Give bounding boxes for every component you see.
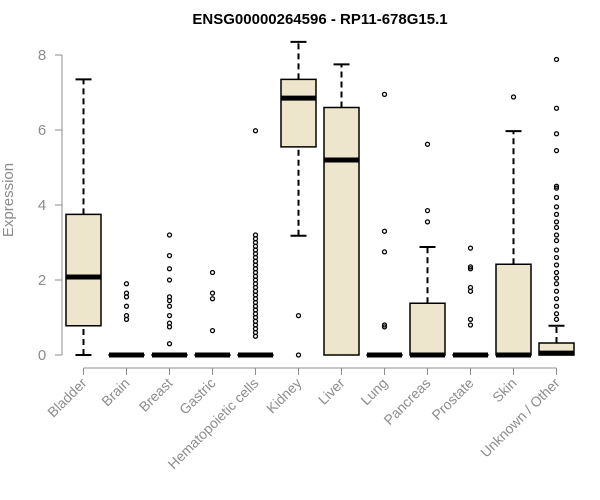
outlier-point: [553, 254, 560, 261]
box-body: [495, 263, 532, 356]
x-tick-label: Liver: [315, 375, 348, 408]
box-gastric: [194, 269, 231, 358]
outlier-point: [424, 219, 431, 225]
box-series: [65, 40, 575, 358]
box-body: [65, 213, 102, 327]
y-axis: 0 2 4 6 8: [38, 47, 63, 364]
outlier-point: [467, 316, 474, 323]
outlier-point: [553, 316, 560, 323]
outlier-point: [553, 281, 560, 287]
outlier-point: [510, 94, 517, 100]
outlier-point: [553, 131, 560, 137]
x-tick-label: Breast: [136, 375, 176, 415]
outlier-point: [553, 56, 560, 63]
outlier-point: [553, 232, 560, 238]
outlier-point: [381, 324, 388, 330]
box-unknown-other: [538, 56, 575, 356]
box-bladder: [65, 78, 102, 356]
outlier-point: [123, 312, 130, 319]
box-brain: [108, 281, 145, 358]
y-tick-label: 6: [38, 122, 46, 139]
x-tick-label: Unknown / Other: [477, 375, 563, 461]
x-tick-label: Pancreas: [380, 375, 433, 428]
box-kidney: [280, 40, 317, 358]
outlier-point: [467, 322, 474, 328]
y-tick-label: 4: [38, 197, 46, 214]
outlier-point: [553, 219, 560, 225]
outlier-point: [381, 228, 388, 234]
outlier-point: [209, 327, 216, 334]
outlier-point: [553, 269, 560, 276]
outlier-point: [123, 290, 130, 296]
box-skin: [495, 94, 532, 358]
outlier-point: [381, 322, 388, 328]
box-body: [323, 106, 360, 356]
chart-title: ENSG00000264596 - RP11-678G15.1: [192, 11, 447, 28]
outlier-point: [553, 237, 560, 244]
y-tick-label: 0: [38, 347, 46, 364]
outlier-point: [209, 290, 216, 296]
outlier-point: [553, 185, 560, 191]
outlier-point: [123, 281, 130, 287]
box-lung: [366, 91, 403, 358]
x-tick-label: Lung: [357, 375, 390, 408]
outlier-point: [467, 284, 474, 291]
box-breast: [151, 232, 188, 358]
outlier-point: [166, 294, 173, 300]
outlier-point: [209, 296, 216, 302]
outlier-point: [553, 275, 560, 281]
outlier-point: [166, 266, 173, 272]
box-body: [280, 78, 317, 148]
outlier-point: [553, 105, 560, 111]
outlier-point: [553, 311, 560, 317]
outlier-point: [553, 204, 560, 210]
outlier-point: [166, 277, 173, 283]
y-tick-label: 2: [38, 272, 46, 289]
outlier-point: [295, 352, 302, 358]
outlier-point: [467, 266, 474, 272]
outlier-point: [166, 312, 173, 319]
outlier-point: [553, 224, 560, 231]
outlier-point: [553, 147, 560, 154]
box-liver: [323, 63, 360, 356]
outlier-point: [252, 128, 259, 134]
box-body: [409, 302, 446, 356]
outlier-point: [553, 262, 560, 268]
x-tick-label: Gastric: [176, 375, 219, 418]
outlier-point: [553, 288, 560, 294]
outlier-point: [166, 320, 173, 326]
outlier-point: [553, 296, 560, 302]
x-tick-label: Brain: [98, 375, 132, 409]
box-prostate: [452, 245, 489, 358]
box-pancreas: [409, 141, 446, 358]
outlier-point: [553, 183, 560, 189]
outlier-point: [166, 232, 173, 238]
outlier-point: [166, 252, 173, 259]
x-tick-label: Prostate: [428, 375, 476, 423]
outlier-point: [295, 312, 302, 319]
outlier-point: [381, 91, 388, 98]
outlier-point: [467, 245, 474, 251]
outlier-point: [381, 249, 388, 255]
outlier-point: [166, 303, 173, 309]
outlier-point: [424, 207, 431, 214]
outlier-point: [553, 194, 560, 201]
outlier-point: [467, 264, 474, 270]
outlier-point: [209, 269, 216, 276]
x-tick-label: Skin: [489, 375, 520, 406]
outlier-point: [553, 247, 560, 253]
outlier-point: [424, 141, 431, 147]
outlier-point: [123, 303, 130, 309]
outlier-point: [553, 211, 560, 218]
outlier-point: [553, 303, 560, 309]
x-tick-label: Bladder: [44, 375, 90, 421]
y-tick-label: 8: [38, 47, 46, 64]
outlier-point: [252, 232, 259, 238]
x-tick-label: Kidney: [263, 375, 305, 417]
outlier-point: [166, 341, 173, 347]
y-axis-label: Expression: [0, 163, 17, 237]
box-hematopoietic-cells: [237, 128, 274, 358]
